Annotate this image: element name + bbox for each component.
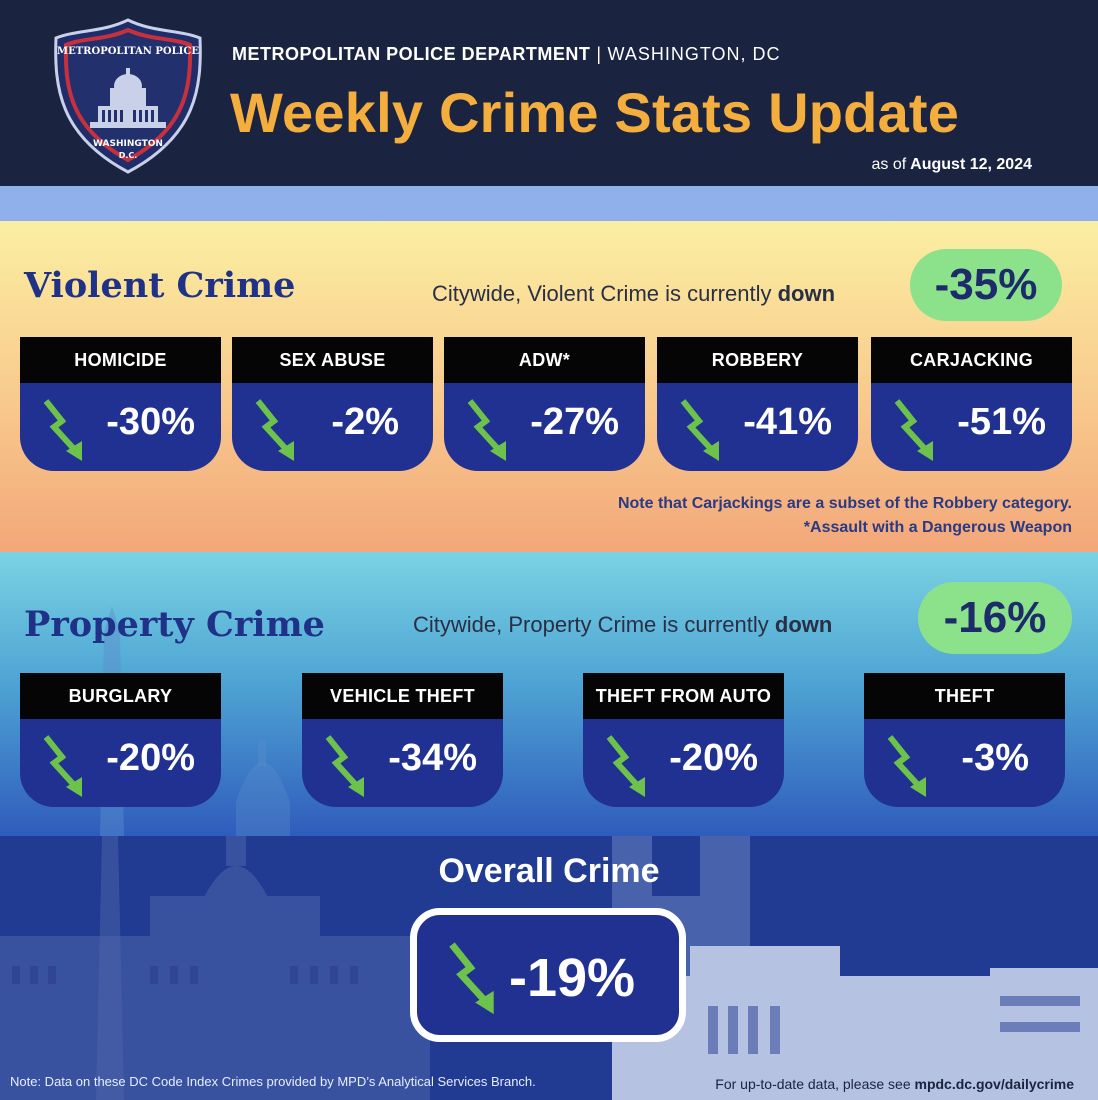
card-label: THEFT <box>864 673 1065 719</box>
down-arrow-icon <box>449 942 494 1015</box>
violent-summary-word: down <box>777 281 836 306</box>
police-badge-icon: METROPOLITAN POLICE WASHINGTON D.C. <box>54 18 202 174</box>
down-arrow-icon <box>255 399 294 461</box>
card-change: -27% <box>530 401 619 443</box>
agency-separator: | <box>596 44 602 64</box>
violent-change-pill: -35% <box>910 249 1062 321</box>
card-change: -20% <box>106 737 195 779</box>
violent-summary-text: Citywide, Violent Crime is currently <box>432 281 772 306</box>
card-change: -34% <box>388 737 477 779</box>
violent-summary: Citywide, Violent Crime is currently dow… <box>432 281 835 307</box>
violent-card-robbery: ROBBERY -41% <box>657 337 858 471</box>
card-label: ROBBERY <box>657 337 858 383</box>
footer-link-prefix: For up-to-date data, please see <box>715 1076 911 1092</box>
card-label: VEHICLE THEFT <box>302 673 503 719</box>
property-summary-text: Citywide, Property Crime is currently <box>413 612 769 637</box>
svg-text:WASHINGTON: WASHINGTON <box>93 139 163 149</box>
down-arrow-icon <box>606 735 645 797</box>
property-summary-word: down <box>774 612 833 637</box>
property-change-pill: -16% <box>918 582 1072 654</box>
property-crime-title: Property Crime <box>24 604 325 645</box>
down-arrow-icon <box>467 399 506 461</box>
card-change: -51% <box>957 401 1046 443</box>
property-summary: Citywide, Property Crime is currently do… <box>413 612 832 638</box>
violent-card-sex-abuse: SEX ABUSE -2% <box>232 337 433 471</box>
down-arrow-icon <box>894 399 933 461</box>
card-label: HOMICIDE <box>20 337 221 383</box>
card-label: SEX ABUSE <box>232 337 433 383</box>
dc-skyline-silhouette <box>0 836 1098 1100</box>
overall-change-box: -19% <box>410 908 686 1042</box>
card-change: -3% <box>961 737 1029 779</box>
card-label: CARJACKING <box>871 337 1072 383</box>
agency-name: METROPOLITAN POLICE DEPARTMENT <box>232 44 591 64</box>
down-arrow-icon <box>887 735 926 797</box>
agency-line: METROPOLITAN POLICE DEPARTMENT | WASHINGTO… <box>232 44 781 65</box>
property-card-vehicle-theft: VEHICLE THEFT -34% <box>302 673 503 807</box>
property-crime-section: Property Crime Citywide, Property Crime … <box>0 552 1098 836</box>
overall-change: -19% <box>509 948 636 1008</box>
svg-text:D.C.: D.C. <box>119 151 138 160</box>
svg-text:METROPOLITAN POLICE: METROPOLITAN POLICE <box>57 46 199 57</box>
carjacking-note: Note that Carjackings are a subset of th… <box>617 495 1072 512</box>
overall-crime-title: Overall Crime <box>438 852 660 890</box>
footer-link[interactable]: mpdc.dc.gov/dailycrime <box>914 1076 1075 1092</box>
as-of-prefix: as of <box>871 156 907 173</box>
down-arrow-icon <box>43 735 82 797</box>
adw-footnote: *Assault with a Dangerous Weapon <box>803 519 1072 536</box>
property-card-theft-from-auto: THEFT FROM AUTO -20% <box>583 673 784 807</box>
property-card-burglary: BURGLARY -20% <box>20 673 221 807</box>
down-arrow-icon <box>325 735 364 797</box>
page-title: Weekly Crime Stats Update <box>230 81 960 144</box>
violent-card-carjacking: CARJACKING -51% <box>871 337 1072 471</box>
card-change: -41% <box>743 401 832 443</box>
down-arrow-icon <box>680 399 719 461</box>
property-card-theft: THEFT -3% <box>864 673 1065 807</box>
violent-crime-section: Violent Crime Citywide, Violent Crime is… <box>0 221 1098 552</box>
agency-city: WASHINGTON, DC <box>607 44 781 64</box>
violent-crime-title: Violent Crime <box>24 265 296 306</box>
card-change: -20% <box>669 737 758 779</box>
down-arrow-icon <box>43 399 82 461</box>
violent-card-homicide: HOMICIDE -30% <box>20 337 221 471</box>
violent-card-adw: ADW* -27% <box>444 337 645 471</box>
card-label: THEFT FROM AUTO <box>583 673 784 719</box>
data-source-note: Note: Data on these DC Code Index Crimes… <box>10 1074 536 1089</box>
header: METROPOLITAN POLICE WASHINGTON D.C. METR… <box>0 0 1098 186</box>
header-divider <box>0 186 1098 221</box>
footer-link-line: For up-to-date data, please see mpdc.dc.… <box>715 1076 1074 1092</box>
as-of-date: as of August 12, 2024 <box>871 156 1032 174</box>
card-label: BURGLARY <box>20 673 221 719</box>
card-change: -30% <box>106 401 195 443</box>
card-change: -2% <box>331 401 399 443</box>
card-label: ADW* <box>444 337 645 383</box>
as-of-value: August 12, 2024 <box>910 156 1032 173</box>
